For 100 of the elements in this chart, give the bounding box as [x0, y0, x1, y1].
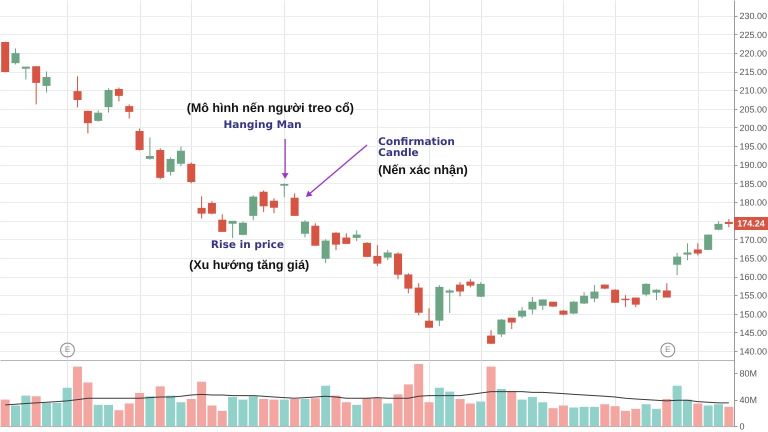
candlestick — [125, 104, 134, 120]
candlestick — [187, 162, 196, 184]
candlestick — [94, 110, 102, 122]
candlestick — [332, 232, 340, 251]
annotation: E — [64, 345, 70, 354]
candlestick — [446, 288, 454, 314]
bar — [300, 398, 310, 426]
candlestick — [384, 250, 392, 261]
candlestick — [611, 288, 620, 304]
candlestick — [570, 300, 578, 315]
y-tick-label: 140.00 — [740, 346, 768, 357]
candlestick — [528, 296, 536, 315]
bar — [507, 391, 516, 426]
candlestick — [280, 182, 288, 198]
candlestick — [487, 330, 496, 344]
bar — [145, 396, 154, 426]
bar — [496, 389, 506, 426]
candlestick — [228, 220, 237, 239]
candlestick — [580, 292, 588, 305]
candlestick — [84, 110, 92, 134]
candlestick — [104, 88, 113, 114]
annotation: 174.24 — [737, 218, 765, 228]
candlestick — [352, 230, 361, 242]
candlestick — [270, 198, 278, 214]
annotation: (Xu hướng tăng giá) — [189, 258, 310, 272]
candlestick — [683, 242, 692, 261]
bar — [290, 398, 300, 426]
y-tick-label: 210.00 — [740, 86, 768, 96]
y-tick-label: 180.00 — [740, 197, 768, 208]
candlestick — [12, 48, 20, 65]
bar — [156, 386, 165, 426]
candlestick — [476, 282, 485, 298]
candlestick — [373, 244, 382, 267]
candlestick — [652, 288, 660, 300]
candlestick — [363, 242, 371, 258]
bar — [724, 406, 734, 426]
y-tick-label: 185.00 — [740, 178, 768, 189]
candlestick — [22, 66, 30, 80]
y-tick-label: 150.00 — [740, 309, 768, 320]
y-tick-label: 215.00 — [740, 67, 768, 78]
y-tick-label: 170.00 — [740, 234, 768, 245]
bar — [32, 396, 41, 426]
candlestick — [300, 220, 309, 238]
candlestick — [694, 242, 702, 256]
bar — [280, 400, 289, 426]
candlestick — [42, 71, 51, 93]
candlestick — [176, 146, 185, 167]
y-tick-label: 0 — [740, 422, 745, 432]
annotation: Hanging Man — [224, 119, 302, 131]
candlestick — [642, 282, 650, 297]
y-tick-label: 230.00 — [740, 11, 768, 22]
candlestick — [249, 194, 258, 221]
annotation: Rise in price — [210, 239, 284, 251]
candlestick — [136, 128, 144, 152]
bar — [383, 404, 392, 426]
y-tick-label: 165.00 — [740, 253, 768, 264]
y-tick-label: 40M — [740, 395, 758, 406]
candlestick — [166, 156, 175, 176]
bar — [486, 366, 496, 426]
candlestick — [290, 192, 299, 216]
candlestick — [218, 214, 226, 232]
y-tick-label: 200.00 — [740, 122, 768, 133]
y-tick-label: 145.00 — [740, 328, 768, 338]
annotation: Confirmation Candle — [378, 136, 455, 159]
candlestick — [518, 306, 526, 319]
y-tick-label: 205.00 — [740, 104, 768, 114]
y-tick-label: 220.00 — [740, 48, 768, 58]
bar — [352, 404, 362, 426]
candlestick — [673, 252, 682, 276]
candlestick — [322, 238, 330, 264]
candlestick — [497, 318, 506, 338]
candlestick — [238, 220, 247, 236]
annotation: (Nến xác nhận) — [378, 163, 468, 177]
candlestick — [394, 252, 402, 280]
bar — [310, 398, 320, 426]
y-tick-label: 225.00 — [740, 30, 768, 40]
annotation: E — [665, 345, 671, 354]
candlestick — [260, 190, 268, 213]
y-tick-label: 80M — [740, 368, 758, 379]
bar — [662, 398, 672, 426]
candlestick — [32, 65, 40, 105]
candlestick — [208, 200, 216, 215]
candlestick — [114, 87, 123, 102]
bar — [693, 404, 702, 426]
candlestick — [590, 284, 598, 303]
y-tick-label: 160.00 — [740, 272, 768, 282]
bar — [0, 400, 10, 426]
candlestick — [74, 76, 82, 108]
y-tick-label: 190.00 — [740, 160, 768, 170]
y-tick-label: 155.00 — [740, 290, 768, 301]
candlestick — [662, 282, 671, 298]
candlestick — [146, 137, 154, 160]
y-tick-label: 195.00 — [740, 142, 768, 152]
candlestick — [311, 222, 320, 246]
candlestick — [632, 297, 640, 308]
candlestick — [456, 282, 464, 297]
annotation: (Mô hình nến người treo cổ) — [186, 101, 354, 115]
candlestick — [198, 196, 206, 219]
candlestick — [404, 272, 412, 294]
bar — [476, 402, 486, 426]
